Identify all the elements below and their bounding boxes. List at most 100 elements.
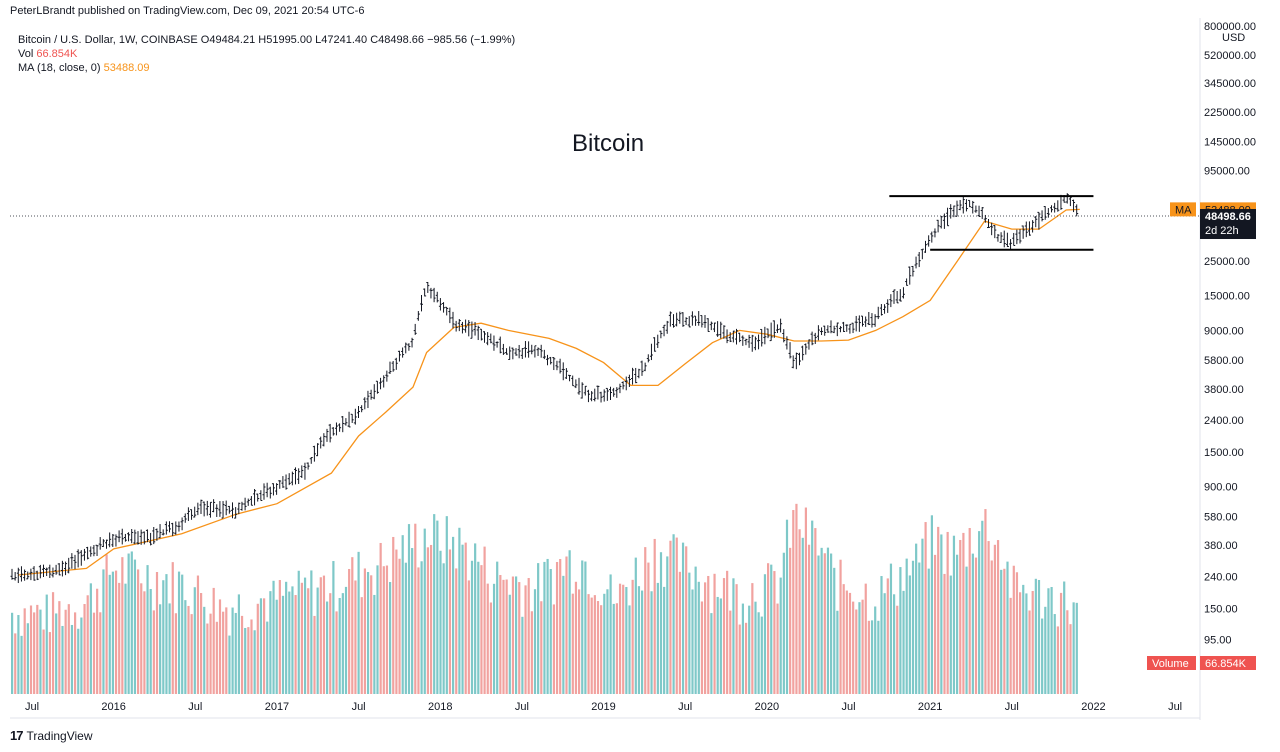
volume-bar xyxy=(442,563,445,694)
volume-bar xyxy=(801,537,804,694)
y-tick-label: 240.00 xyxy=(1204,571,1238,583)
volume-bar xyxy=(74,612,77,694)
volume-bar xyxy=(149,589,152,694)
volume-bar xyxy=(23,608,26,694)
tradingview-logo-icon: 17 xyxy=(10,728,24,743)
volume-bar xyxy=(870,620,874,694)
volume-bar xyxy=(864,583,867,694)
volume-bar xyxy=(571,593,574,694)
volume-bar xyxy=(55,613,58,694)
annotation-layer xyxy=(889,195,1094,251)
volume-bar xyxy=(348,568,351,694)
volume-bar xyxy=(641,590,644,694)
volume-bar xyxy=(710,613,713,694)
volume-bar xyxy=(678,571,681,694)
volume-bar xyxy=(341,593,344,694)
y-tick-label: 15000.00 xyxy=(1204,291,1250,303)
volume-bar xyxy=(269,591,272,694)
volume-bar xyxy=(181,574,184,694)
volume-bar xyxy=(726,570,729,694)
volume-bar xyxy=(817,555,820,694)
volume-bar xyxy=(515,576,518,694)
volume-bar xyxy=(650,591,653,694)
volume-bar xyxy=(562,575,565,694)
volume-bar xyxy=(335,611,338,694)
volume-bar xyxy=(823,553,826,694)
volume-bar xyxy=(546,558,549,694)
volume-bar xyxy=(685,546,688,694)
volume-bar xyxy=(1041,618,1044,694)
volume-bar xyxy=(675,537,678,694)
volume-bar xyxy=(439,550,442,694)
footer-brand[interactable]: 17 TradingView xyxy=(10,728,93,743)
volume-bar xyxy=(637,586,641,694)
volume-bar xyxy=(826,547,830,694)
volume-bar xyxy=(798,529,801,694)
volume-bar xyxy=(1009,597,1012,694)
volume-bar xyxy=(39,609,42,694)
y-tick-label: 345000.00 xyxy=(1204,78,1256,90)
volume-bar xyxy=(631,579,634,694)
y-tick-label: 580.00 xyxy=(1204,512,1238,524)
volume-bar xyxy=(237,594,240,694)
volume-bar xyxy=(379,542,382,694)
volume-bar xyxy=(751,583,754,694)
volume-bar xyxy=(681,542,685,694)
volume-bar xyxy=(281,595,285,694)
x-tick-label: Jul xyxy=(1005,701,1019,713)
volume-bar xyxy=(767,563,770,694)
volume-bar xyxy=(1072,602,1075,694)
volume-bar xyxy=(779,577,782,694)
volume-bar xyxy=(952,535,956,694)
x-tick-label: Jul xyxy=(1168,701,1182,713)
volume-bar xyxy=(962,532,965,694)
volume-bar xyxy=(902,590,905,694)
y-tick-label: 95000.00 xyxy=(1204,165,1250,177)
volume-bar xyxy=(218,599,222,694)
chart-legend: Bitcoin / U.S. Dollar, 1W, COINBASE O494… xyxy=(18,33,515,75)
volume-bar xyxy=(555,561,559,694)
volume-bar xyxy=(344,586,348,694)
volume-bar xyxy=(672,534,675,694)
volume-bar xyxy=(795,503,798,694)
volume-bar xyxy=(1050,587,1053,694)
volume-bar xyxy=(477,561,480,694)
volume-bar xyxy=(209,613,212,694)
volume-bar xyxy=(618,583,622,694)
volume-bar xyxy=(61,625,64,694)
volume-bar xyxy=(165,574,168,694)
volume-bar xyxy=(848,592,852,694)
volume-bar xyxy=(896,605,899,694)
volume-bar xyxy=(883,593,886,694)
volume-bar xyxy=(489,602,492,694)
volume-bar xyxy=(700,601,704,694)
volume-bar xyxy=(744,622,748,694)
volume-bar xyxy=(152,610,155,694)
volume-bar xyxy=(171,562,174,694)
volume-bar xyxy=(48,632,51,694)
volume-bar xyxy=(1019,592,1022,694)
volume-bar xyxy=(773,571,776,694)
volume-bar xyxy=(770,564,773,694)
volume-bar xyxy=(385,565,389,694)
close-tag-value: 48498.66 xyxy=(1205,211,1251,223)
x-tick-label: 2017 xyxy=(265,701,289,713)
y-tick-label: 145000.00 xyxy=(1204,137,1256,149)
volume-bar xyxy=(184,600,187,694)
volume-bar xyxy=(322,575,326,694)
volume-bar xyxy=(669,540,672,694)
volume-bar xyxy=(70,624,74,694)
volume-bar xyxy=(51,592,55,694)
x-tick-label: 2018 xyxy=(428,701,452,713)
volume-bar xyxy=(80,617,83,694)
volume-bar xyxy=(987,541,990,694)
volume-bar xyxy=(943,573,946,694)
volume-bar xyxy=(738,624,741,694)
volume-bar xyxy=(474,543,477,694)
volume-bar xyxy=(918,562,921,694)
volume-tag-label: Volume xyxy=(1152,658,1189,670)
volume-bar xyxy=(366,572,370,694)
volume-bar xyxy=(968,528,971,694)
volume-bar xyxy=(96,588,99,694)
